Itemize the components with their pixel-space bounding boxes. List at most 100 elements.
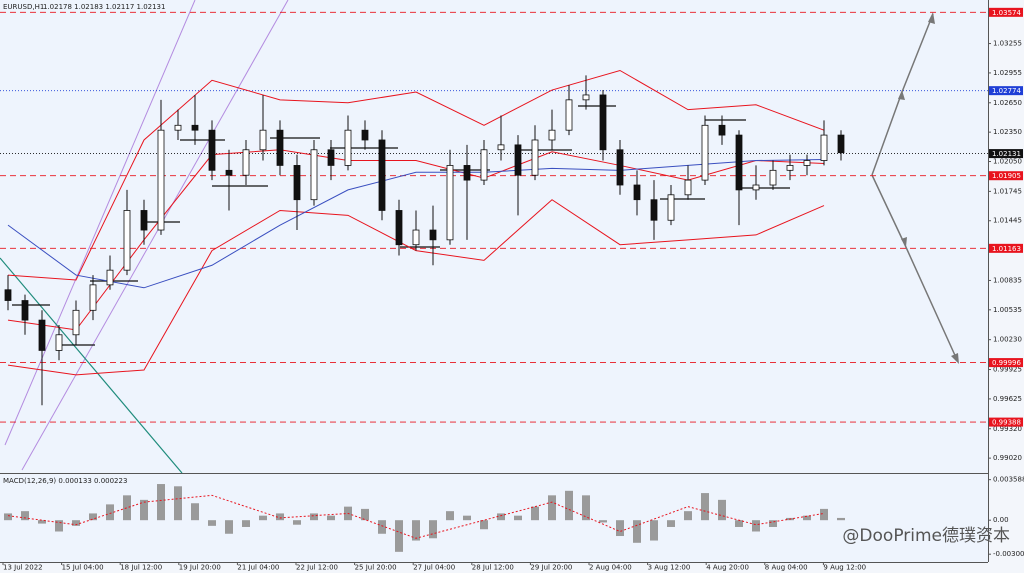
y-tick-label: 1.02650 (993, 99, 1022, 107)
candle-body (327, 149, 335, 166)
macd-bar (174, 486, 182, 521)
candle-body (395, 210, 403, 246)
macd-bar (735, 520, 743, 527)
candle-body (140, 210, 148, 231)
macd-bar (4, 513, 12, 521)
price-tag-label: 1.02774 (992, 87, 1021, 95)
y-tick-label: 0.99320 (993, 425, 1022, 433)
macd-bar (21, 511, 29, 521)
macd-bar (599, 520, 607, 523)
macd-bar (378, 520, 386, 534)
candle-body (565, 99, 573, 131)
price-tag-label: 0.99996 (992, 359, 1021, 367)
candle-body (582, 94, 590, 101)
macd-bar (310, 513, 318, 521)
candle-body (701, 124, 709, 181)
candle-body (310, 149, 318, 201)
macd-bar (769, 520, 777, 527)
macd-bar (565, 490, 573, 521)
y-tick-label: 1.00230 (993, 336, 1022, 344)
candle-body (463, 165, 471, 181)
candle-body (276, 129, 284, 166)
candle-body (769, 169, 777, 186)
price-tag (989, 243, 1023, 253)
price-tag-label: 1.01163 (992, 245, 1021, 253)
y-tick-label: 1.01745 (993, 187, 1022, 195)
candle-body (514, 144, 522, 176)
candle-body (718, 124, 726, 136)
y-tick-label: 1.00835 (993, 276, 1022, 284)
watermark: @DooPrime德璞资本 (842, 526, 1010, 546)
candle-body (55, 334, 63, 351)
price-tag-label: 1.01905 (992, 172, 1021, 180)
macd-bar (361, 508, 369, 521)
candle-body (259, 129, 267, 151)
macd-bar (446, 511, 454, 521)
macd-y-tick-label: -0.003009 (993, 550, 1024, 558)
price-tag-label: 1.02131 (992, 150, 1021, 158)
macd-bar (55, 520, 63, 532)
x-tick-label: 25 Jul 20:00 (355, 564, 397, 572)
y-tick-label: 1.02050 (993, 158, 1022, 166)
candle-body (735, 134, 743, 191)
candle-body (837, 134, 845, 154)
macd-label: MACD(12,26,9) 0.000133 0.000223 (3, 477, 127, 485)
candle-body (786, 165, 794, 171)
candle-body (803, 160, 811, 166)
macd-bar (633, 520, 641, 543)
price-tag (989, 86, 1023, 96)
y-tick-label: 0.99625 (993, 395, 1022, 403)
macd-bar (463, 515, 471, 521)
macd-y-tick-label: 0.00 (993, 516, 1009, 524)
macd-bar (395, 520, 403, 552)
macd-bar (497, 513, 505, 521)
macd-bar (803, 515, 811, 521)
candle-body (633, 184, 641, 201)
candle-body (361, 129, 369, 141)
candle-body (497, 144, 505, 151)
macd-bar (701, 493, 709, 521)
macd-bar (752, 520, 760, 532)
candle-body (174, 124, 182, 131)
channel-line (4, 0, 196, 446)
macd-bar (38, 520, 46, 524)
macd-bar (412, 520, 420, 541)
macd-bar (259, 515, 267, 521)
pivot-segments (12, 105, 790, 346)
macd-bar (429, 520, 437, 539)
indicator-line (7, 69, 825, 281)
macd-y-tick-label: 0.003588 (993, 476, 1024, 484)
macd-bar (667, 520, 675, 527)
x-tick-label: 13 Jul 2022 (3, 564, 43, 572)
candle-body (38, 319, 46, 351)
candle-body (191, 124, 199, 131)
x-tick-label: 22 Jul 12:00 (296, 564, 338, 572)
trend-line (0, 257, 183, 474)
macd-bar (531, 506, 539, 521)
macd-bar (718, 499, 726, 521)
macd-bar (242, 520, 250, 527)
macd-bar (514, 515, 522, 521)
candle-body (548, 129, 556, 141)
x-tick-label: 3 Aug 12:00 (648, 564, 691, 572)
macd-bar (684, 511, 692, 521)
candle-body (429, 229, 437, 241)
macd-bar (225, 520, 233, 534)
candle-body (446, 165, 454, 241)
macd-signal (7, 494, 825, 539)
price-tag (989, 417, 1023, 427)
macd-bar (480, 520, 488, 530)
macd-bar (820, 508, 828, 521)
y-tick-label: 0.99020 (993, 454, 1022, 462)
y-tick-label: 1.02350 (993, 128, 1022, 136)
candle-body (242, 149, 250, 176)
candle-body (106, 269, 114, 286)
candle-body (752, 184, 760, 191)
candle-body (412, 229, 420, 246)
candle-body (225, 169, 233, 176)
plot-area (0, 0, 988, 562)
x-tick-label: 27 Jul 04:00 (413, 564, 455, 572)
candle-body (89, 284, 97, 311)
macd-bar (616, 520, 624, 537)
